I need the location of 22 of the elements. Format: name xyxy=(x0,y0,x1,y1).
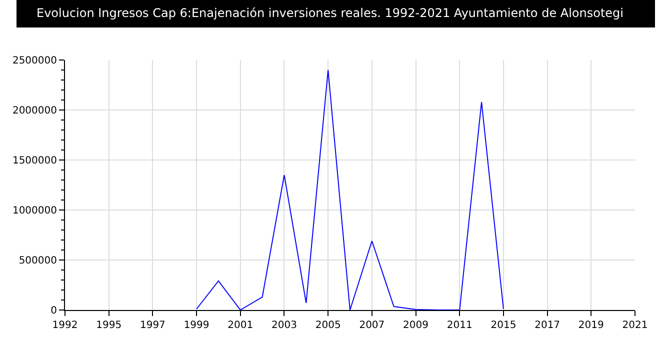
x-tick-label: 2019 xyxy=(578,320,604,331)
x-tick-label: 1999 xyxy=(184,320,210,331)
x-tick-label: 2017 xyxy=(534,320,560,331)
y-tick-label: 1000000 xyxy=(12,206,57,216)
x-tick-label: 2015 xyxy=(490,320,516,331)
y-tick-label: 0 xyxy=(50,306,57,316)
x-tick-label: 1995 xyxy=(96,320,122,331)
y-tick-label: 2500000 xyxy=(12,56,57,66)
y-tick-label: 500000 xyxy=(18,256,57,266)
x-tick-label: 1992 xyxy=(52,320,78,331)
x-tick-label: 2003 xyxy=(272,320,297,331)
x-tick-label: 2005 xyxy=(315,320,341,331)
chart-title: Evolucion Ingresos Cap 6:Enajenación inversiones reales. 1992-2021 Ayuntamiento de Alonsotegi xyxy=(36,6,624,20)
x-tick-label: 2021 xyxy=(622,320,648,331)
x-tick-label: 2011 xyxy=(446,320,472,331)
y-tick-label: 1500000 xyxy=(12,156,57,166)
x-tick-label: 2001 xyxy=(228,320,254,331)
x-tick-label: 1997 xyxy=(140,320,166,331)
line-series xyxy=(196,70,504,310)
x-tick-label: 2007 xyxy=(359,320,385,331)
y-tick-label: 2000000 xyxy=(12,106,57,116)
x-tick-label: 2009 xyxy=(403,320,428,331)
